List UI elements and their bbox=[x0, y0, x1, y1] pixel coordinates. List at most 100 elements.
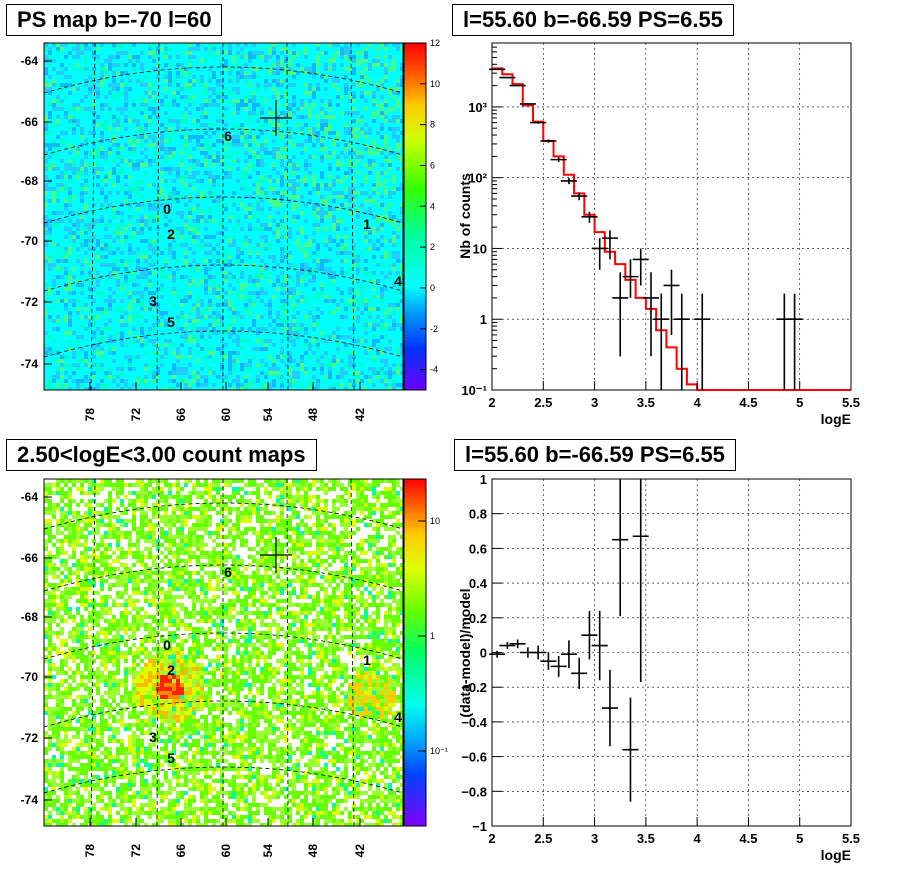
ps-map-pixel bbox=[180, 91, 184, 95]
ps-map-pixel bbox=[216, 171, 220, 175]
ps-map-pixel bbox=[156, 123, 160, 127]
ps-map-pixel bbox=[332, 147, 336, 151]
ps-map-pixel bbox=[360, 199, 364, 203]
ps-map-pixel bbox=[216, 151, 220, 155]
ps-map-pixel bbox=[92, 131, 96, 135]
ps-map-pixel bbox=[216, 47, 220, 51]
ps-map-pixel bbox=[340, 203, 344, 207]
ps-map-pixel bbox=[320, 131, 324, 135]
ps-map-pixel bbox=[108, 235, 112, 239]
ps-map-pixel bbox=[104, 203, 108, 207]
ps-map-pixel bbox=[216, 79, 220, 83]
ps-map-pixel bbox=[396, 235, 400, 239]
ps-map-pixel bbox=[116, 183, 120, 187]
ps-map-pixel bbox=[172, 83, 176, 87]
ps-map-pixel bbox=[160, 143, 164, 147]
ps-map-pixel bbox=[132, 231, 136, 235]
ps-map-pixel bbox=[288, 203, 292, 207]
ps-map-pixel bbox=[252, 51, 256, 55]
ps-map-pixel bbox=[152, 219, 156, 223]
ps-map-pixel bbox=[312, 215, 316, 219]
ps-map-pixel bbox=[176, 71, 180, 75]
ps-map-pixel bbox=[160, 163, 164, 167]
ps-map-pixel bbox=[228, 115, 232, 119]
ps-map-pixel bbox=[304, 63, 308, 67]
ps-map-pixel bbox=[188, 155, 192, 159]
ps-map-pixel bbox=[144, 135, 148, 139]
ps-map-pixel bbox=[144, 235, 148, 239]
ps-map-pixel bbox=[228, 47, 232, 51]
ps-map-pixel bbox=[132, 43, 136, 47]
ps-map-pixel bbox=[168, 263, 172, 267]
ps-map-pixel bbox=[180, 255, 184, 259]
ps-map-pixel bbox=[200, 191, 204, 195]
ps-map-pixel bbox=[52, 119, 56, 123]
ps-map-pixel bbox=[136, 147, 140, 151]
ps-map-pixel bbox=[348, 91, 352, 95]
ps-map-pixel bbox=[396, 187, 400, 191]
ps-map-pixel bbox=[204, 135, 208, 139]
ps-map-pixel bbox=[148, 155, 152, 159]
ps-map-pixel bbox=[204, 163, 208, 167]
ps-map-pixel bbox=[312, 183, 316, 187]
ps-map-pixel bbox=[44, 99, 48, 103]
ps-map-pixel bbox=[68, 263, 72, 267]
ps-map-pixel bbox=[336, 139, 340, 143]
ps-map-pixel bbox=[68, 55, 72, 59]
ps-map-pixel bbox=[80, 239, 84, 243]
ps-map-pixel bbox=[388, 131, 392, 135]
ps-map-pixel bbox=[232, 47, 236, 51]
ps-map-pixel bbox=[56, 135, 60, 139]
ps-map-pixel bbox=[296, 71, 300, 75]
ps-map-pixel bbox=[396, 171, 400, 175]
ps-map-pixel bbox=[244, 75, 248, 79]
ps-map-pixel bbox=[76, 171, 80, 175]
ps-map-pixel bbox=[372, 103, 376, 107]
ps-map-pixel bbox=[276, 47, 280, 51]
ps-map-pixel bbox=[104, 67, 108, 71]
ps-map-pixel bbox=[112, 55, 116, 59]
ps-map-pixel bbox=[268, 119, 272, 123]
ps-map-pixel bbox=[240, 255, 244, 259]
ps-map-pixel bbox=[360, 63, 364, 67]
ps-map-pixel bbox=[300, 203, 304, 207]
ps-map-pixel bbox=[400, 99, 403, 103]
ps-map-pixel bbox=[68, 167, 72, 171]
ps-map-pixel bbox=[88, 143, 92, 147]
ps-map-pixel bbox=[112, 119, 116, 123]
ps-map-pixel bbox=[176, 127, 180, 131]
ps-map-pixel bbox=[240, 67, 244, 71]
ps-map-pixel bbox=[332, 83, 336, 87]
ps-map-pixel bbox=[88, 231, 92, 235]
ps-map-pixel bbox=[300, 107, 304, 111]
ps-map-pixel bbox=[60, 91, 64, 95]
ps-map-pixel bbox=[116, 179, 120, 183]
ps-map-pixel bbox=[268, 43, 272, 47]
ps-map-pixel bbox=[88, 63, 92, 67]
ps-map-pixel bbox=[120, 131, 124, 135]
ps-map-pixel bbox=[364, 191, 368, 195]
ps-map-pixel bbox=[88, 203, 92, 207]
ps-map-pixel bbox=[120, 111, 124, 115]
ps-map-pixel bbox=[316, 171, 320, 175]
ps-map-pixel bbox=[248, 119, 252, 123]
ps-map-pixel bbox=[248, 179, 252, 183]
ps-map-pixel bbox=[96, 203, 100, 207]
ps-map-pixel bbox=[204, 115, 208, 119]
ps-map-pixel bbox=[160, 251, 164, 255]
ps-map-pixel bbox=[152, 175, 156, 179]
ps-map-pixel bbox=[264, 79, 268, 83]
ps-map-pixel bbox=[132, 255, 136, 259]
ps-map-pixel bbox=[192, 239, 196, 243]
ps-map-pixel bbox=[88, 123, 92, 127]
ps-map-pixel bbox=[252, 151, 256, 155]
ps-map-pixel bbox=[272, 227, 276, 231]
ps-map-pixel bbox=[308, 67, 312, 71]
ps-map-pixel bbox=[244, 227, 248, 231]
ps-map-pixel bbox=[68, 139, 72, 143]
ps-map-pixel bbox=[112, 135, 116, 139]
ps-map-pixel bbox=[348, 83, 352, 87]
ps-map-pixel bbox=[332, 79, 336, 83]
ps-map-pixel bbox=[192, 51, 196, 55]
ps-map-pixel bbox=[132, 151, 136, 155]
